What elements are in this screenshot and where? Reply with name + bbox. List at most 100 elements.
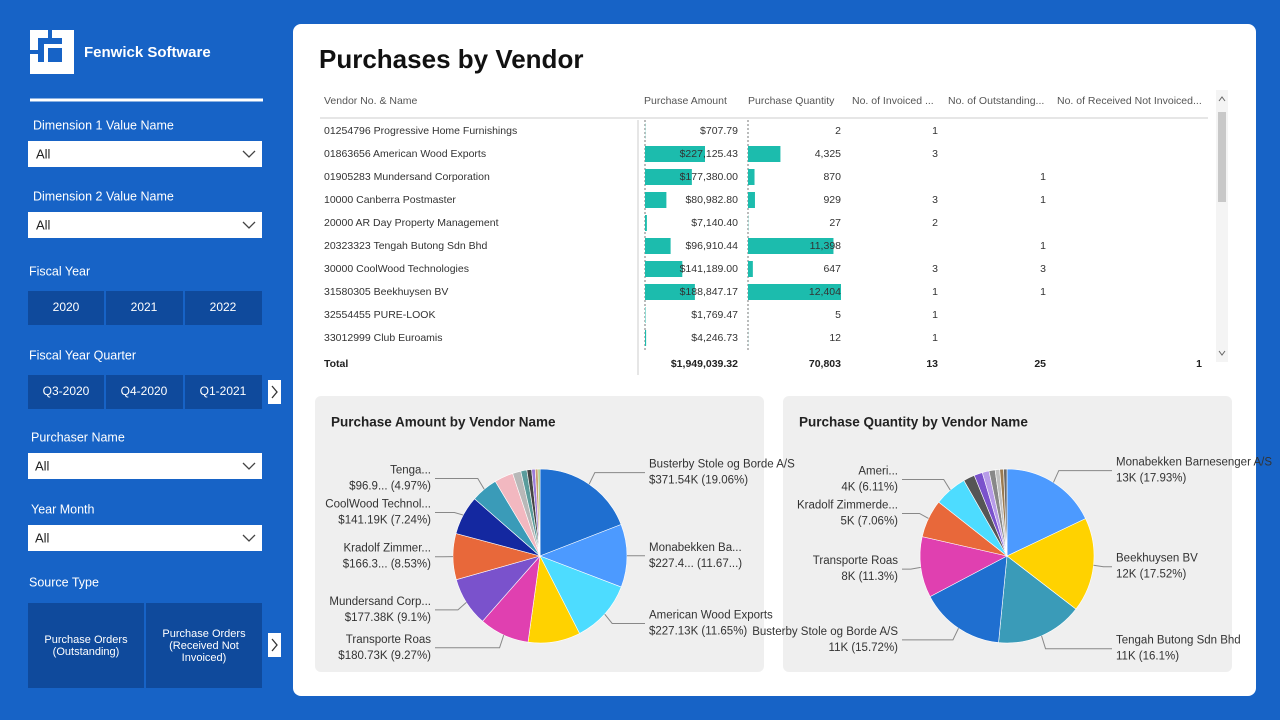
vendor-cell: 10000 Canberra Postmaster <box>324 194 456 206</box>
slice-value: 12K (17.52%) <box>1116 569 1186 581</box>
report-title: Purchases by Vendor <box>319 44 583 74</box>
outstanding-cell: 1 <box>1040 194 1046 206</box>
total-outstanding: 25 <box>1034 358 1046 370</box>
slicer-label: Dimension 2 Value Name <box>33 189 174 203</box>
scroll-arrow[interactable] <box>268 633 281 657</box>
quantity-bar <box>748 238 834 254</box>
slice-label: Busterby Stole og Borde A/S <box>752 626 898 638</box>
slicer-button[interactable] <box>28 291 104 325</box>
invoiced-cell: 1 <box>932 332 938 344</box>
leader-line <box>604 613 645 624</box>
pie-slice <box>537 468 541 557</box>
amount-bar <box>645 261 683 277</box>
slice-label: Transporte Roas <box>346 634 431 646</box>
vendor-cell: 20000 AR Day Property Management <box>324 217 499 229</box>
slicer-button[interactable] <box>28 375 104 409</box>
slicer-label: Year Month <box>31 502 95 516</box>
slice-value: 4K (6.11%) <box>841 481 898 493</box>
quantity-cell: 4,325 <box>815 148 841 160</box>
leader-line <box>435 601 467 611</box>
slice-label: Beekhuysen BV <box>1116 553 1198 565</box>
pie-slice <box>539 468 622 557</box>
leader-line <box>902 512 929 519</box>
slice-value: $96.9... (4.97%) <box>349 481 431 493</box>
leader-line <box>902 628 959 641</box>
slicer-button[interactable] <box>106 375 183 409</box>
slice-value: $141.19K (7.24%) <box>338 515 431 527</box>
invoiced-cell: 1 <box>932 309 938 321</box>
slicer-button[interactable]: Purchase Orders (Outstanding) <box>28 603 144 688</box>
invoiced-cell: 3 <box>932 263 938 275</box>
scroll-thumb[interactable] <box>1218 112 1226 202</box>
pie-slice <box>1006 468 1086 557</box>
amount-cell: $707.79 <box>700 125 738 137</box>
chevron <box>242 150 256 158</box>
leader-line <box>588 472 645 485</box>
scroll-arrow[interactable] <box>268 380 281 404</box>
slice-label: Kradolf Zimmer... <box>343 543 431 555</box>
slice-value: 11K (16.1%) <box>1116 651 1179 663</box>
dropdown-value: All <box>36 146 51 161</box>
quantity-bar <box>748 284 841 300</box>
amount-bar <box>645 169 692 185</box>
chart-title: Purchase Amount by Vendor Name <box>331 415 556 430</box>
quantity-cell: 929 <box>823 194 841 206</box>
leader-line <box>1041 635 1112 650</box>
button-text: Q1-2021 <box>200 384 247 398</box>
outstanding-cell: 1 <box>1040 240 1046 252</box>
quantity-cell: 12 <box>829 332 841 344</box>
slice-label: CoolWood Technol... <box>325 499 431 511</box>
leader-line <box>435 634 505 649</box>
vendor-cell: 20323323 Tengah Butong Sdn Bhd <box>324 240 487 252</box>
total-received: 1 <box>1196 358 1202 370</box>
amount-cell: $1,769.47 <box>691 309 738 321</box>
scroll-up[interactable] <box>1218 96 1226 102</box>
slice-label: Ameri... <box>858 465 898 477</box>
quantity-bar <box>748 261 753 277</box>
leader-line <box>435 512 464 516</box>
slicer-label: Purchaser Name <box>31 430 125 444</box>
slicer-button[interactable] <box>185 291 262 325</box>
slice-label: Mundersand Corp... <box>329 596 431 608</box>
amount-bar <box>645 238 671 254</box>
amount-cell: $141,189.00 <box>680 263 739 275</box>
vendor-cell: 01863656 American Wood Exports <box>324 148 486 160</box>
dropdown[interactable] <box>28 525 262 551</box>
dropdown[interactable] <box>28 212 262 238</box>
total-quantity: 70,803 <box>809 358 841 370</box>
button-text: Q4-2020 <box>121 384 168 398</box>
amount-cell: $177,380.00 <box>680 171 739 183</box>
amount-cell: $7,140.40 <box>691 217 738 229</box>
slicer-button[interactable] <box>106 291 183 325</box>
quantity-cell: 2 <box>835 125 841 137</box>
leader-line <box>902 478 951 491</box>
pie-slice <box>929 555 1008 643</box>
slicer-label: Source Type <box>29 575 99 589</box>
dropdown[interactable] <box>28 141 262 167</box>
invoiced-cell: 3 <box>932 148 938 160</box>
pie-slice <box>539 555 622 634</box>
chevron <box>242 534 256 542</box>
button-text: 2020 <box>53 300 80 314</box>
column-header: No. of Received Not Invoiced... <box>1057 95 1202 107</box>
arrow-icon <box>271 638 278 652</box>
amount-cell: $4,246.73 <box>691 332 738 344</box>
dropdown-value: All <box>35 530 50 545</box>
amount-cell: $80,982.80 <box>685 194 738 206</box>
dropdown[interactable] <box>28 453 262 479</box>
leader-line <box>902 566 921 570</box>
pie-slice <box>1006 518 1095 610</box>
scroll-down[interactable] <box>1218 350 1226 356</box>
vendor-cell: 33012999 Club Euroamis <box>324 332 443 344</box>
slice-value: $371.54K (19.06%) <box>649 475 748 487</box>
amount-bar <box>645 146 705 162</box>
slicer-button[interactable]: Purchase Orders (Received Not Invoiced) <box>146 603 262 688</box>
dropdown-value: All <box>35 458 50 473</box>
slice-label: Busterby Stole og Borde A/S <box>649 459 795 471</box>
button-text: 2021 <box>131 300 158 314</box>
slicer-button[interactable] <box>185 375 262 409</box>
amount-bar <box>645 284 695 300</box>
quantity-cell: 11,398 <box>810 240 841 252</box>
